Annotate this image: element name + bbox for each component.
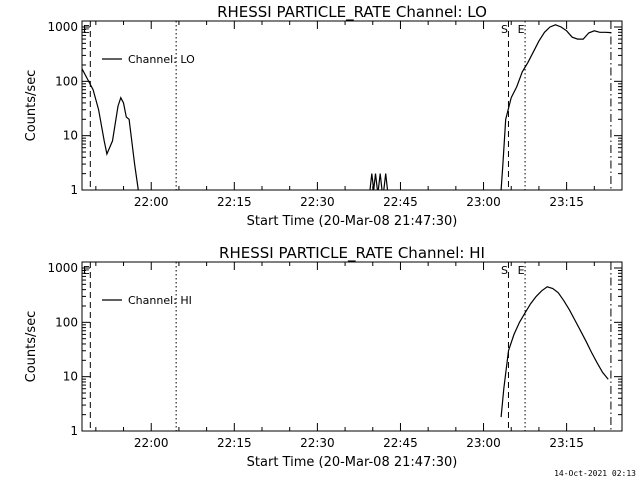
y-axis-label: Counts/sec <box>24 70 39 142</box>
x-tick-label: 22:15 <box>217 195 252 209</box>
panel-hi: RHESSI PARTICLE_RATE Channel: HI Counts/s… <box>24 244 623 470</box>
time-marker-label: S <box>501 264 508 277</box>
plot-frame <box>81 261 623 432</box>
chart-title: RHESSI PARTICLE_RATE Channel: LO <box>217 3 487 22</box>
x-tick-label: 22:00 <box>134 436 169 450</box>
y-tick-label: 1000 <box>47 20 78 34</box>
plot-frame <box>81 20 623 191</box>
x-tick-label: 23:00 <box>466 195 501 209</box>
time-marker-label: S <box>501 23 508 36</box>
y-tick-label: 10 <box>63 129 78 143</box>
x-tick-label: 22:15 <box>217 436 252 450</box>
y-tick-label: 1 <box>70 183 78 197</box>
data-series-line <box>81 68 139 191</box>
x-axis-label: Start Time (20-Mar-08 21:47:30) <box>247 455 458 470</box>
time-marker-label: E <box>83 23 90 36</box>
x-tick-label: 22:00 <box>134 195 169 209</box>
data-series-line <box>500 24 611 191</box>
x-tick-label: 22:30 <box>300 436 335 450</box>
data-series-line <box>383 173 389 191</box>
x-tick-label: 23:15 <box>549 436 584 450</box>
chart-title: RHESSI PARTICLE_RATE Channel: HI <box>219 244 485 263</box>
legend-label: Channel: HI <box>128 294 192 307</box>
x-tick-label: 23:00 <box>466 436 501 450</box>
y-tick-label: 1000 <box>47 261 78 275</box>
time-marker-label: E <box>83 264 90 277</box>
y-tick-label: 10 <box>63 370 78 384</box>
x-axis-label: Start Time (20-Mar-08 21:47:30) <box>247 214 458 229</box>
data-series-line <box>369 173 378 191</box>
time-marker-label: E <box>518 23 525 36</box>
panel-lo: RHESSI PARTICLE_RATE Channel: LO Counts/s… <box>24 3 623 229</box>
generation-timestamp: 14-Oct-2021 02:13 <box>554 469 636 478</box>
x-tick-label: 22:45 <box>383 195 418 209</box>
x-tick-label: 23:15 <box>549 195 584 209</box>
y-tick-label: 1 <box>70 424 78 438</box>
data-series-line <box>377 173 383 191</box>
x-tick-label: 22:30 <box>300 195 335 209</box>
y-tick-label: 100 <box>55 74 78 88</box>
legend-label: Channel: LO <box>128 53 195 66</box>
y-axis-label: Counts/sec <box>24 311 39 383</box>
x-tick-label: 22:45 <box>383 436 418 450</box>
data-series-line <box>500 286 609 418</box>
time-marker-label: E <box>518 264 525 277</box>
y-tick-label: 100 <box>55 315 78 329</box>
